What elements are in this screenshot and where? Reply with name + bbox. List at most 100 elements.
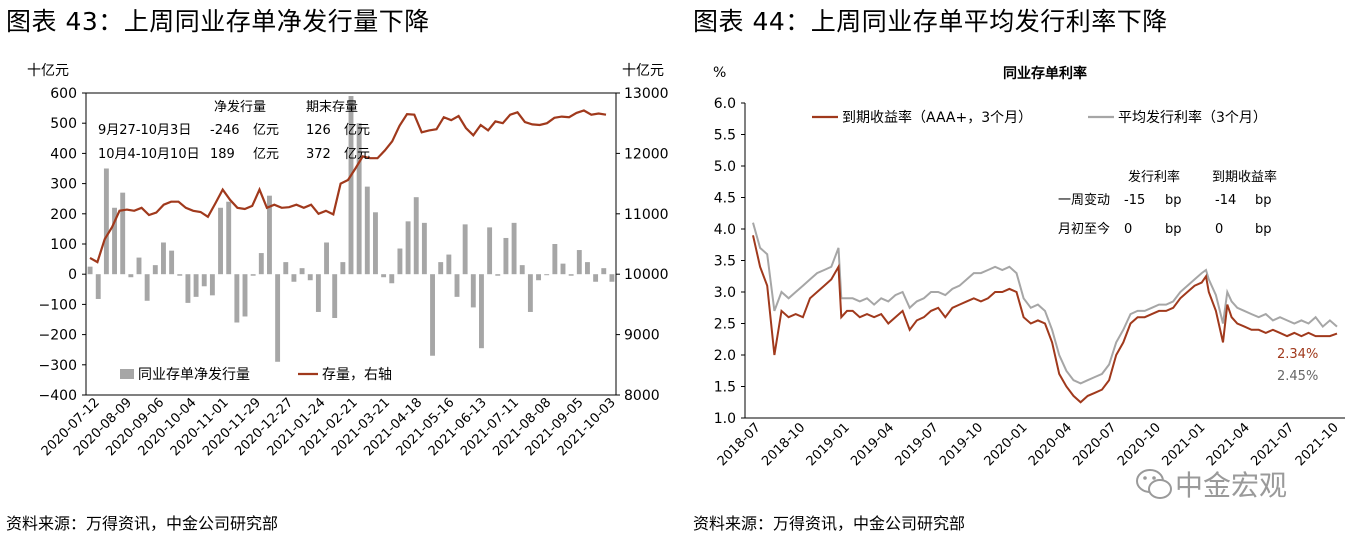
bar <box>495 274 501 276</box>
legend-label-ytm: 到期收益率（AAA+，3个月） <box>842 109 1032 126</box>
bar <box>161 242 166 275</box>
bar <box>519 265 525 275</box>
bar <box>454 274 460 297</box>
bar <box>324 242 329 275</box>
ytm-line <box>752 235 1338 404</box>
y2-tick-label: 8000 <box>624 388 660 404</box>
bar <box>185 274 191 303</box>
bar <box>544 274 550 276</box>
table-row-label: 9月27-10月3日 <box>98 123 191 138</box>
y2-tick-label: 9000 <box>624 328 660 344</box>
x-tick-label: 2020-04 <box>1026 420 1075 469</box>
x-tick-label: 2018-07 <box>715 420 764 469</box>
figure-43-title: 图表 43：上周同业存单净发行量下降 <box>6 7 430 36</box>
bar <box>609 274 615 282</box>
table-issue-unit: bp <box>1165 193 1182 208</box>
watermark-text: 中金宏观 <box>1175 469 1288 502</box>
bar <box>152 265 158 275</box>
table-stock-unit: 亿元 <box>344 147 370 162</box>
bar <box>340 262 346 275</box>
bar <box>438 262 444 275</box>
bar <box>103 168 109 275</box>
bar <box>267 195 272 275</box>
bar <box>112 207 117 275</box>
x-tick-label: 2020-01 <box>982 420 1031 469</box>
bar <box>536 274 541 281</box>
bar <box>576 250 582 275</box>
bar <box>389 274 395 284</box>
y-tick-label: −200 <box>39 328 77 344</box>
table-header: 期末存量 <box>306 100 358 115</box>
y-tick-label: 1.5 <box>714 380 736 396</box>
end-label-issue: 2.45% <box>1277 369 1318 384</box>
bar <box>552 244 558 275</box>
figure-44-source: 资料来源：万得资讯，中金公司研究部 <box>693 514 966 533</box>
y-tick-label: 5.5 <box>714 128 736 144</box>
bar <box>291 274 297 282</box>
bar <box>356 123 362 275</box>
right-axis-unit: 十亿元 <box>622 63 664 79</box>
y-tick-label: 3.0 <box>714 285 736 301</box>
x-tick-label: 2019-01 <box>804 420 853 469</box>
bar <box>95 274 101 299</box>
bar <box>234 274 240 323</box>
bar <box>527 274 533 312</box>
bar <box>307 274 313 281</box>
table-row-label: 月初至今 <box>1058 221 1110 237</box>
bar <box>560 263 566 275</box>
table-stock-value: 126 <box>306 123 331 138</box>
table-header: 到期收益率 <box>1212 169 1277 185</box>
y-tick-label: −100 <box>39 297 77 313</box>
y-tick-label: 300 <box>50 177 77 193</box>
bar <box>218 207 223 275</box>
legend-label-issue: 平均发行利率（3个月） <box>1118 109 1267 126</box>
y-tick-label: 2.5 <box>714 317 736 333</box>
bar <box>487 227 493 275</box>
bar <box>348 96 354 275</box>
y2-tick-label: 10000 <box>624 267 669 283</box>
bar <box>169 250 175 275</box>
table-ytm-value: 0 <box>1215 222 1223 237</box>
left-axis-unit: 十亿元 <box>27 63 69 79</box>
legend-label-bar: 同业存单净发行量 <box>138 367 250 383</box>
y-tick-label: 1.0 <box>714 411 736 427</box>
x-tick-label: 2019-07 <box>893 420 942 469</box>
table-row-label: 10月4-10月10日 <box>98 147 200 162</box>
figure-44-title: 图表 44：上周同业存单平均发行利率下降 <box>693 7 1168 36</box>
bar <box>201 274 207 287</box>
bar <box>446 254 452 275</box>
figure-43-source: 资料来源：万得资讯，中金公司研究部 <box>6 514 279 533</box>
bar <box>332 274 338 318</box>
bar <box>193 274 199 297</box>
y-tick-label: 600 <box>50 86 77 102</box>
y-tick-label: −300 <box>39 358 77 374</box>
bar <box>511 222 517 275</box>
y-tick-label: 2.0 <box>714 348 736 364</box>
x-tick-label: 2019-10 <box>937 420 986 469</box>
bar <box>250 274 256 276</box>
chart-title: 同业存单利率 <box>1003 65 1087 82</box>
bar <box>430 274 435 356</box>
bar <box>413 197 419 275</box>
bar <box>87 266 93 275</box>
bar <box>242 274 248 317</box>
y-tick-label: 6.0 <box>714 96 736 112</box>
bar <box>315 274 321 312</box>
table-net-value: 189 <box>210 147 235 162</box>
table-ytm-unit: bp <box>1255 193 1272 208</box>
bar <box>226 201 232 275</box>
bar <box>136 257 142 275</box>
legend-swatch-bar <box>120 369 134 379</box>
bar <box>209 274 215 296</box>
x-tick-label: 2020-07 <box>1070 420 1119 469</box>
table-net-unit: 亿元 <box>253 123 279 138</box>
table-issue-unit: bp <box>1165 222 1182 237</box>
y-axis-unit: % <box>713 65 726 81</box>
bar <box>568 274 574 276</box>
bar <box>283 262 289 275</box>
bar <box>479 274 484 349</box>
table-ytm-unit: bp <box>1255 222 1272 237</box>
bar <box>397 248 403 275</box>
table-ytm-value: -14 <box>1215 193 1236 208</box>
